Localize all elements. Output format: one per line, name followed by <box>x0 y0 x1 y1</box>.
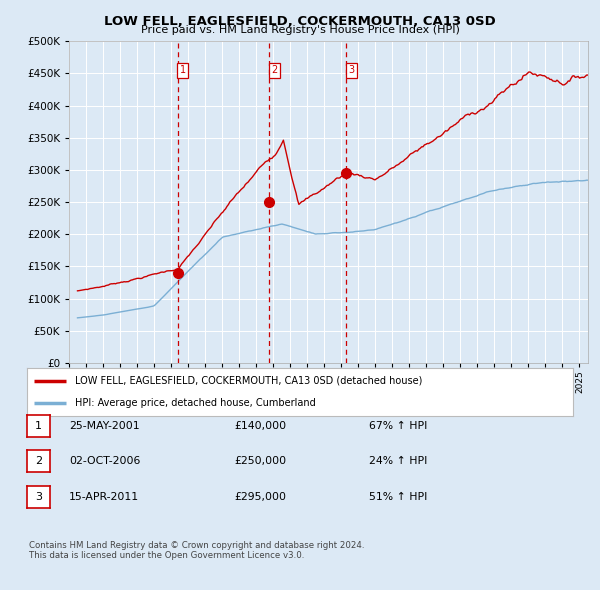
Text: This data is licensed under the Open Government Licence v3.0.: This data is licensed under the Open Gov… <box>29 552 304 560</box>
Text: 67% ↑ HPI: 67% ↑ HPI <box>369 421 427 431</box>
Text: 3: 3 <box>35 492 42 502</box>
Text: £140,000: £140,000 <box>234 421 286 431</box>
Text: £295,000: £295,000 <box>234 492 286 502</box>
Text: £250,000: £250,000 <box>234 457 286 466</box>
Text: LOW FELL, EAGLESFIELD, COCKERMOUTH, CA13 0SD (detached house): LOW FELL, EAGLESFIELD, COCKERMOUTH, CA13… <box>74 376 422 386</box>
Text: 24% ↑ HPI: 24% ↑ HPI <box>369 457 427 466</box>
Text: 2: 2 <box>271 65 277 76</box>
Text: Price paid vs. HM Land Registry's House Price Index (HPI): Price paid vs. HM Land Registry's House … <box>140 25 460 35</box>
Text: 3: 3 <box>348 65 355 76</box>
Text: 2: 2 <box>35 457 42 466</box>
Text: 25-MAY-2001: 25-MAY-2001 <box>69 421 140 431</box>
Text: Contains HM Land Registry data © Crown copyright and database right 2024.: Contains HM Land Registry data © Crown c… <box>29 541 364 550</box>
Text: LOW FELL, EAGLESFIELD, COCKERMOUTH, CA13 0SD: LOW FELL, EAGLESFIELD, COCKERMOUTH, CA13… <box>104 15 496 28</box>
Text: 15-APR-2011: 15-APR-2011 <box>69 492 139 502</box>
Text: 1: 1 <box>35 421 42 431</box>
Text: 51% ↑ HPI: 51% ↑ HPI <box>369 492 427 502</box>
Text: 1: 1 <box>180 65 186 76</box>
Text: 02-OCT-2006: 02-OCT-2006 <box>69 457 140 466</box>
Text: HPI: Average price, detached house, Cumberland: HPI: Average price, detached house, Cumb… <box>74 398 315 408</box>
